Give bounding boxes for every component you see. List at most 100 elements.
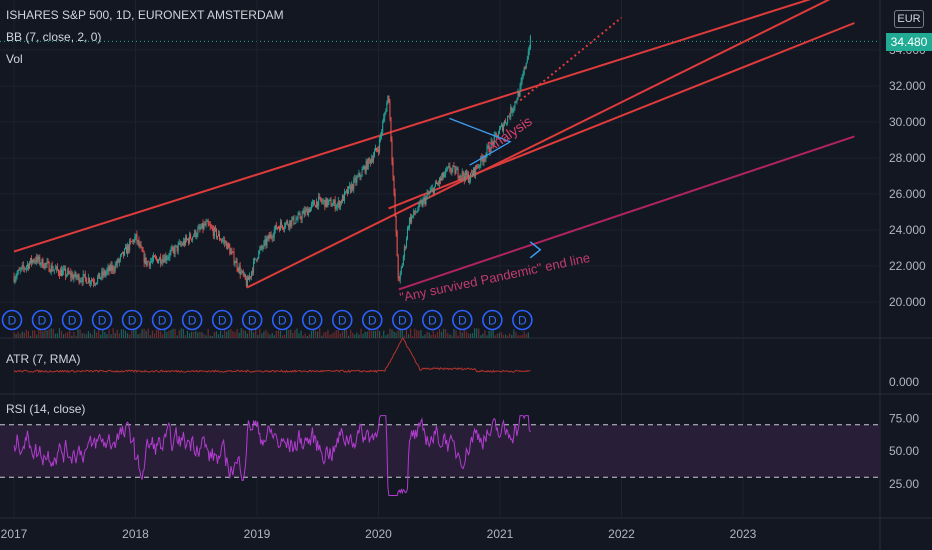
- candle-body: [162, 258, 164, 263]
- candle-body: [360, 176, 362, 178]
- candle-body: [338, 201, 340, 208]
- candle-body: [527, 51, 529, 59]
- volume-bar: [354, 334, 356, 338]
- candle-body: [152, 255, 154, 260]
- candle-body: [137, 240, 139, 242]
- candle-body: [474, 167, 476, 176]
- candle-body: [122, 251, 124, 256]
- rsi-indicator-label[interactable]: RSI (14, close): [6, 402, 86, 416]
- candle-body: [529, 36, 531, 50]
- bb-indicator-label[interactable]: BB (7, close, 2, 0): [6, 30, 102, 44]
- candle-body: [511, 107, 513, 113]
- candle-body: [256, 259, 258, 261]
- candle-body: [161, 262, 163, 264]
- candle-body: [310, 204, 312, 208]
- candle-body: [153, 255, 155, 258]
- candle-body: [76, 276, 78, 278]
- volume-bar: [244, 330, 246, 338]
- volume-bar: [147, 328, 149, 338]
- volume-bar: [502, 334, 505, 338]
- volume-bar: [73, 331, 75, 338]
- volume-bar: [476, 328, 478, 338]
- rsi-tick-label: 75.00: [889, 411, 919, 425]
- volume-bar: [277, 330, 279, 338]
- candle-body: [247, 277, 249, 280]
- candle-body: [457, 168, 459, 178]
- candle-body: [342, 195, 344, 201]
- volume-indicator-label[interactable]: Vol: [6, 52, 23, 66]
- candle-body: [261, 246, 263, 248]
- candle-body: [356, 177, 358, 183]
- volume-bar: [300, 330, 302, 338]
- volume-bar: [240, 328, 242, 338]
- dividend-marker-icon: [301, 309, 323, 331]
- dividend-marker-label: D: [248, 314, 257, 328]
- volume-bar: [453, 328, 455, 338]
- volume-bar: [323, 332, 325, 338]
- candle-body: [216, 236, 218, 238]
- candle-body: [391, 140, 393, 162]
- volume-bar: [319, 328, 321, 338]
- candle-body: [403, 246, 405, 257]
- candle-body: [290, 220, 292, 226]
- candle-body: [89, 282, 91, 284]
- candle-body: [191, 238, 193, 240]
- volume-bar: [31, 330, 34, 338]
- candle-body: [57, 269, 59, 274]
- candle-body: [22, 265, 24, 268]
- volume-bar: [250, 329, 253, 338]
- volume-bar: [312, 328, 315, 338]
- candle-body: [168, 257, 170, 258]
- volume-bar: [317, 331, 319, 338]
- dividend-marker-icon: [91, 309, 113, 331]
- candle-body: [459, 175, 461, 179]
- volume-bar: [120, 329, 123, 338]
- candle-body: [130, 240, 132, 242]
- candle-body: [164, 255, 166, 263]
- candle-body: [149, 261, 151, 266]
- volume-bar: [50, 328, 52, 338]
- volume-bar: [273, 335, 275, 338]
- candle-body: [63, 269, 65, 271]
- volume-bar: [519, 335, 521, 338]
- candle-body: [384, 113, 386, 118]
- volume-bar: [23, 332, 25, 338]
- volume-bar: [172, 328, 174, 338]
- volume-bar: [145, 330, 147, 338]
- candle-body: [79, 280, 81, 283]
- candle-body: [85, 277, 87, 284]
- currency-badge[interactable]: EUR: [894, 10, 924, 28]
- candle-body: [498, 129, 500, 134]
- candle-body: [249, 276, 251, 278]
- candle-body: [404, 246, 406, 248]
- volume-bar: [191, 331, 193, 338]
- volume-bar: [36, 334, 38, 338]
- candle-body: [283, 228, 285, 229]
- volume-bar: [443, 328, 445, 338]
- volume-bar: [124, 330, 127, 338]
- volume-bar: [500, 332, 503, 338]
- volume-bar: [478, 328, 480, 338]
- volume-bar: [333, 332, 335, 338]
- candle-body: [496, 134, 498, 138]
- volume-bar: [296, 328, 298, 338]
- volume-bar: [44, 329, 46, 338]
- volume-bar: [376, 329, 379, 338]
- candle-body: [165, 255, 167, 261]
- candle-body: [420, 201, 422, 203]
- candle-body: [339, 201, 341, 208]
- volume-bar: [490, 330, 492, 338]
- volume-bar: [17, 332, 19, 338]
- candle-body: [173, 249, 175, 254]
- candle-body: [358, 172, 360, 177]
- candle-body: [471, 172, 473, 174]
- candle-body: [226, 242, 228, 250]
- atr-indicator-label[interactable]: ATR (7, RMA): [6, 352, 81, 366]
- candle-body: [394, 192, 396, 216]
- volume-bar: [513, 329, 515, 338]
- candle-body: [109, 264, 111, 272]
- candle-body: [195, 230, 197, 237]
- candle-body: [140, 244, 142, 247]
- candle-body: [276, 227, 278, 230]
